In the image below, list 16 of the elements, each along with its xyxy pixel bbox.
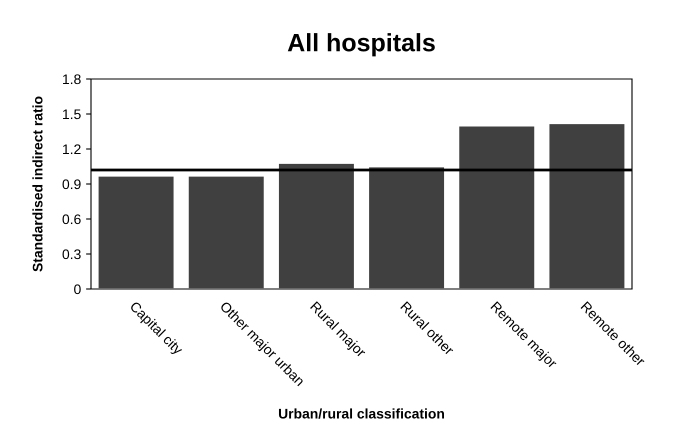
y-tick-label: 0.9 [62, 179, 81, 190]
bar [187, 175, 266, 289]
bar [367, 166, 446, 289]
bar [548, 122, 626, 289]
y-axis-title: Standardised indirect ratio [32, 96, 43, 272]
y-tick-label: 1.5 [63, 109, 81, 120]
bar [96, 175, 176, 289]
y-tick-label: 1.8 [63, 74, 81, 84]
y-tick-label: 1.2 [63, 144, 81, 154]
chart-title: All hospitals [288, 33, 435, 56]
y-tick-label: 0 [74, 284, 81, 294]
y-tick-label: 0.3 [62, 249, 81, 260]
bar [458, 124, 536, 289]
y-tick-label: 0.6 [62, 214, 81, 224]
bar [277, 162, 356, 289]
x-axis-title: Urban/rural classification [278, 408, 444, 419]
